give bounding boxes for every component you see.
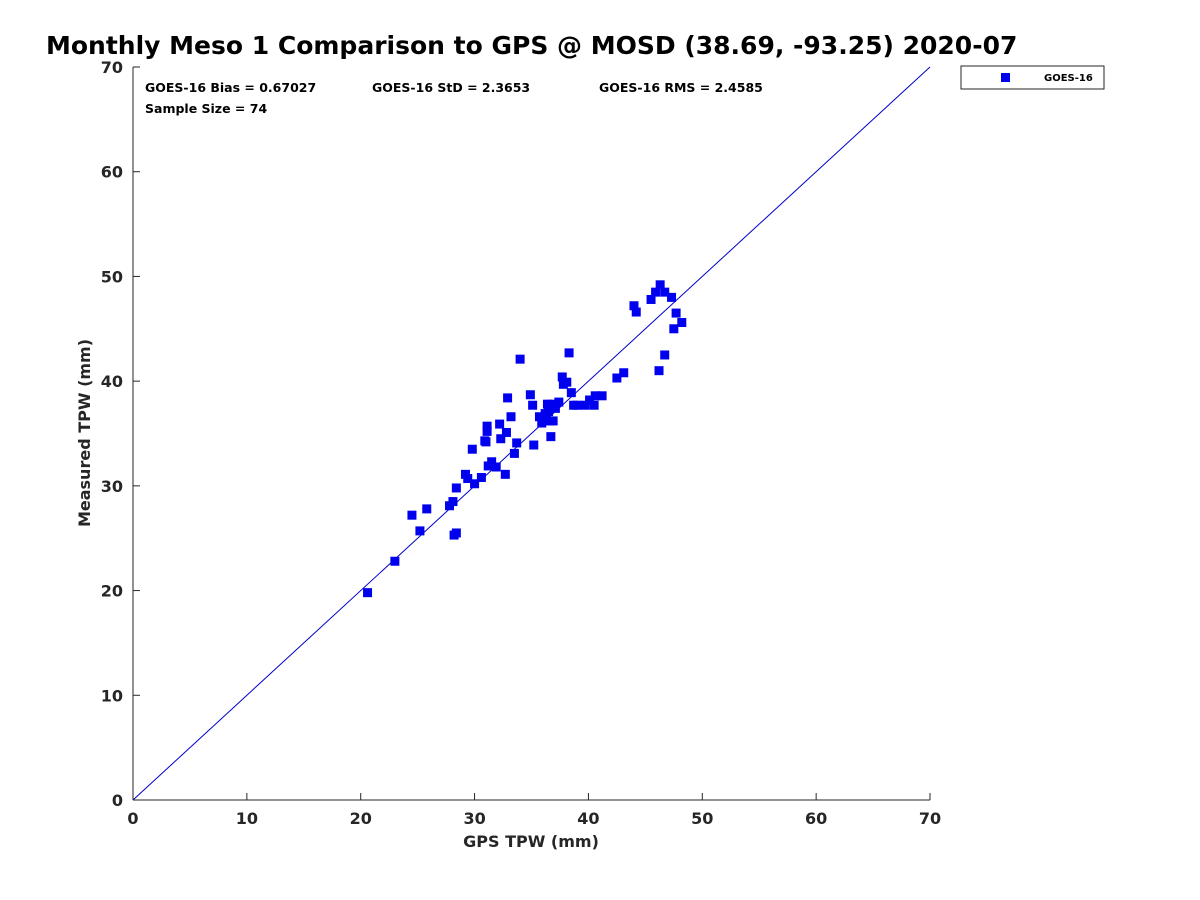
rms-stat: GOES-16 RMS = 2.4585 bbox=[599, 80, 763, 95]
y-tick-label: 10 bbox=[101, 686, 123, 705]
data-point bbox=[487, 457, 497, 467]
data-point bbox=[470, 479, 480, 489]
data-point bbox=[589, 400, 599, 410]
data-point bbox=[629, 301, 639, 311]
data-point bbox=[554, 397, 564, 407]
y-tick-label: 70 bbox=[101, 58, 123, 77]
data-point bbox=[482, 426, 492, 436]
data-point bbox=[515, 354, 525, 364]
data-point bbox=[463, 474, 473, 484]
data-point bbox=[597, 391, 607, 401]
data-point bbox=[562, 377, 572, 387]
y-tick-label: 30 bbox=[101, 477, 123, 496]
data-point bbox=[654, 366, 664, 376]
data-point bbox=[537, 418, 547, 428]
x-tick-label: 30 bbox=[463, 809, 485, 828]
data-point bbox=[491, 462, 501, 472]
x-tick-label: 40 bbox=[577, 809, 599, 828]
std-stat: GOES-16 StD = 2.3653 bbox=[372, 80, 530, 95]
chart-title: Monthly Meso 1 Comparison to GPS @ MOSD … bbox=[46, 31, 1017, 60]
data-point bbox=[481, 437, 491, 447]
data-point bbox=[646, 294, 656, 304]
x-tick-label: 20 bbox=[350, 809, 372, 828]
data-point bbox=[671, 308, 681, 318]
data-point bbox=[651, 287, 661, 297]
y-tick-label: 20 bbox=[101, 582, 123, 601]
data-point bbox=[509, 448, 519, 458]
data-point bbox=[572, 400, 582, 410]
data-point bbox=[496, 434, 506, 444]
y-tick-label: 50 bbox=[101, 267, 123, 286]
data-point bbox=[407, 510, 417, 520]
data-point bbox=[476, 472, 486, 482]
data-point bbox=[542, 399, 552, 409]
data-point bbox=[500, 469, 510, 479]
data-point bbox=[506, 412, 516, 422]
data-point bbox=[501, 427, 511, 437]
legend-box bbox=[960, 65, 1105, 90]
data-point bbox=[566, 388, 576, 398]
data-point bbox=[550, 403, 560, 413]
data-point bbox=[631, 307, 641, 317]
ticks-layer: 0 10 20 30 40 50 60 70 0 10 20 30 40 50 60 70 bbox=[101, 58, 941, 828]
data-point bbox=[667, 292, 677, 302]
reference-line bbox=[132, 66, 931, 801]
data-point bbox=[564, 348, 574, 358]
data-point bbox=[619, 368, 629, 378]
y-axis-label: Measured TPW (mm) bbox=[75, 339, 94, 527]
data-point bbox=[525, 390, 535, 400]
data-point bbox=[580, 400, 590, 410]
data-point bbox=[540, 409, 550, 419]
data-point bbox=[422, 504, 432, 514]
plot-area: 0 10 20 30 40 50 60 70 0 10 20 30 40 50 60 70 bbox=[101, 58, 941, 828]
data-point bbox=[451, 528, 461, 538]
data-point bbox=[529, 440, 539, 450]
sample-size-stat: Sample Size = 74 bbox=[145, 101, 267, 116]
data-point bbox=[495, 419, 505, 429]
legend: GOES-16 bbox=[960, 65, 1105, 90]
data-point bbox=[669, 324, 679, 334]
data-point bbox=[655, 280, 665, 290]
data-point bbox=[660, 350, 670, 360]
data-point bbox=[528, 400, 538, 410]
legend-label: GOES-16 bbox=[1044, 73, 1093, 84]
data-point bbox=[451, 483, 461, 493]
x-tick-label: 0 bbox=[127, 809, 138, 828]
x-axis-label: GPS TPW (mm) bbox=[463, 832, 599, 851]
reference-line-layer bbox=[132, 66, 931, 801]
data-point bbox=[363, 588, 373, 598]
data-point bbox=[548, 416, 558, 426]
data-point bbox=[612, 373, 622, 383]
data-point bbox=[660, 287, 670, 297]
legend-marker-square bbox=[1001, 73, 1010, 82]
x-tick-label: 50 bbox=[691, 809, 713, 828]
bias-stat: GOES-16 Bias = 0.67027 bbox=[145, 80, 316, 95]
data-point bbox=[677, 318, 687, 328]
data-point bbox=[482, 421, 492, 431]
data-point bbox=[512, 438, 522, 448]
data-point bbox=[557, 372, 567, 382]
x-tick-label: 60 bbox=[805, 809, 827, 828]
y-tick-label: 0 bbox=[112, 791, 123, 810]
x-tick-label: 10 bbox=[236, 809, 258, 828]
y-tick-label: 40 bbox=[101, 372, 123, 391]
data-point bbox=[534, 412, 544, 422]
data-point bbox=[415, 526, 425, 536]
data-point bbox=[585, 395, 595, 405]
x-tick-label: 70 bbox=[919, 809, 941, 828]
y-tick-label: 60 bbox=[101, 163, 123, 182]
data-point bbox=[503, 393, 513, 403]
data-point bbox=[467, 444, 477, 454]
data-point bbox=[546, 432, 556, 442]
data-point bbox=[590, 391, 600, 401]
points-layer bbox=[363, 280, 687, 598]
data-point bbox=[390, 556, 400, 566]
data-point bbox=[448, 497, 458, 507]
